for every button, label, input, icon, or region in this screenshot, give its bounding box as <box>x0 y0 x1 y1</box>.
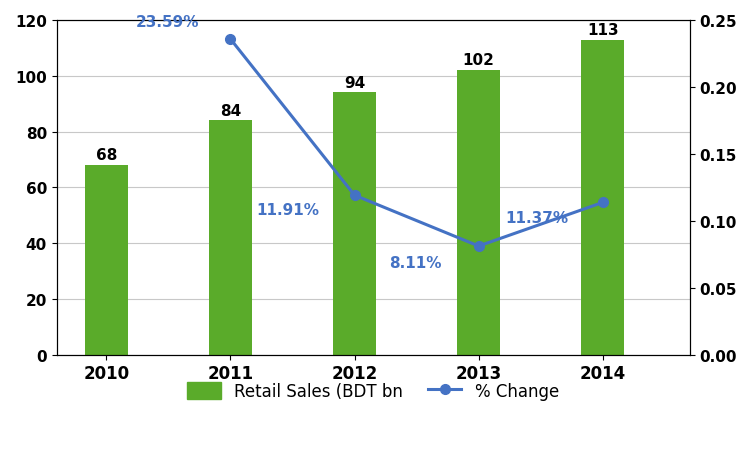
Bar <box>208 121 252 355</box>
Text: 102: 102 <box>462 53 495 68</box>
Text: 11.91%: 11.91% <box>256 203 320 218</box>
Legend: Retail Sales (BDT bn, % Change: Retail Sales (BDT bn, % Change <box>180 375 566 406</box>
Text: 23.59%: 23.59% <box>136 15 199 30</box>
Text: 113: 113 <box>587 23 619 37</box>
Text: 94: 94 <box>344 75 365 91</box>
Bar <box>333 93 376 355</box>
Bar <box>581 41 624 355</box>
Text: 84: 84 <box>220 103 241 118</box>
Text: 11.37%: 11.37% <box>505 210 568 225</box>
Bar <box>84 166 128 355</box>
Text: 68: 68 <box>96 148 117 163</box>
Bar <box>457 71 500 355</box>
Text: 8.11%: 8.11% <box>389 255 441 270</box>
